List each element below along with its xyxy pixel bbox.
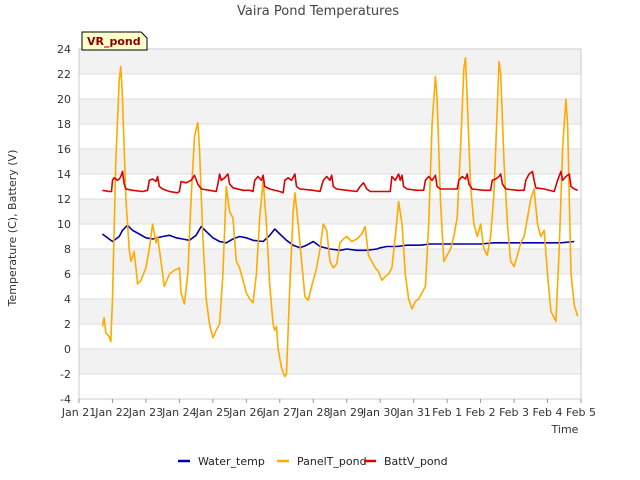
x-tick-label: Jan 30: [362, 406, 397, 419]
legend-label: BattV_pond: [384, 455, 448, 468]
x-tick-label: Jan 28: [295, 406, 330, 419]
x-tick-label: Jan 27: [262, 406, 297, 419]
x-tick-label: Feb 3: [499, 406, 529, 419]
x-tick-label: Feb 5: [566, 406, 596, 419]
series-line-water-temp: [101, 224, 575, 252]
x-tick-label: Feb 4: [533, 406, 563, 419]
y-tick-label: -2: [60, 368, 71, 381]
y-tick-label: 16: [57, 143, 71, 156]
y-tick-label: 10: [57, 218, 71, 231]
y-tick-label: 4: [64, 293, 71, 306]
x-tick-label: Feb 1: [432, 406, 462, 419]
y-tick-label: 2: [64, 318, 71, 331]
x-tick-label: Jan 31: [395, 406, 430, 419]
series-line-battv-pond: [102, 170, 578, 194]
y-axis-label: Temperature (C), Battery (V): [6, 150, 19, 308]
grid-band: [79, 199, 581, 224]
x-tick-label: Jan 29: [329, 406, 364, 419]
grid-band: [79, 99, 581, 124]
legend-item: BattV_pond: [364, 455, 448, 468]
grid-band: [79, 299, 581, 324]
x-tick-label: Jan 22: [94, 406, 129, 419]
grid-band: [79, 374, 581, 399]
plot-area: [78, 48, 582, 400]
grid-band: [79, 324, 581, 349]
chart-title: Vaira Pond Temperatures: [237, 4, 399, 19]
series-line-panelt-pond: [101, 56, 579, 378]
grid-band: [79, 274, 581, 299]
x-tick-label: Jan 24: [161, 406, 196, 419]
x-tick-label: Jan 21: [61, 406, 96, 419]
x-tick-label: Jan 26: [228, 406, 263, 419]
y-tick-label: -4: [60, 393, 71, 406]
series-lines: [101, 56, 579, 378]
grid-band: [79, 49, 581, 74]
station-label: VR_pond: [87, 35, 141, 48]
x-tick-label: Jan 23: [128, 406, 163, 419]
x-tick-label: Feb 2: [466, 406, 496, 419]
legend-label: Water_temp: [198, 455, 265, 468]
station-label-bg: [81, 31, 148, 51]
x-tick-label: Jan 25: [195, 406, 230, 419]
grid-band: [79, 74, 581, 99]
y-tick-label: 18: [57, 118, 71, 131]
y-tick-label: 6: [64, 268, 71, 281]
legend-item: Water_temp: [178, 455, 265, 468]
legend-item: PanelT_pond: [277, 455, 367, 468]
grid-band: [79, 149, 581, 174]
y-tick-label: 0: [64, 343, 71, 356]
y-tick-label: 20: [57, 93, 71, 106]
x-axis-ticks: Jan 21 Jan 22 Jan 23 Jan 24 Jan 25 Jan 26 Jan …: [61, 399, 596, 419]
y-tick-label: 22: [57, 68, 71, 81]
x-axis-label: Time: [551, 423, 579, 436]
legend-label: PanelT_pond: [297, 455, 367, 468]
grid-band: [79, 124, 581, 149]
y-tick-label: 12: [57, 193, 71, 206]
y-tick-label: 8: [64, 243, 71, 256]
grid-band: [79, 349, 581, 374]
station-label-box: VR_pond: [81, 31, 148, 51]
legend: Water_temp PanelT_pond BattV_pond: [178, 455, 448, 468]
y-tick-label: 24: [57, 43, 71, 56]
y-tick-label: 14: [57, 168, 71, 181]
